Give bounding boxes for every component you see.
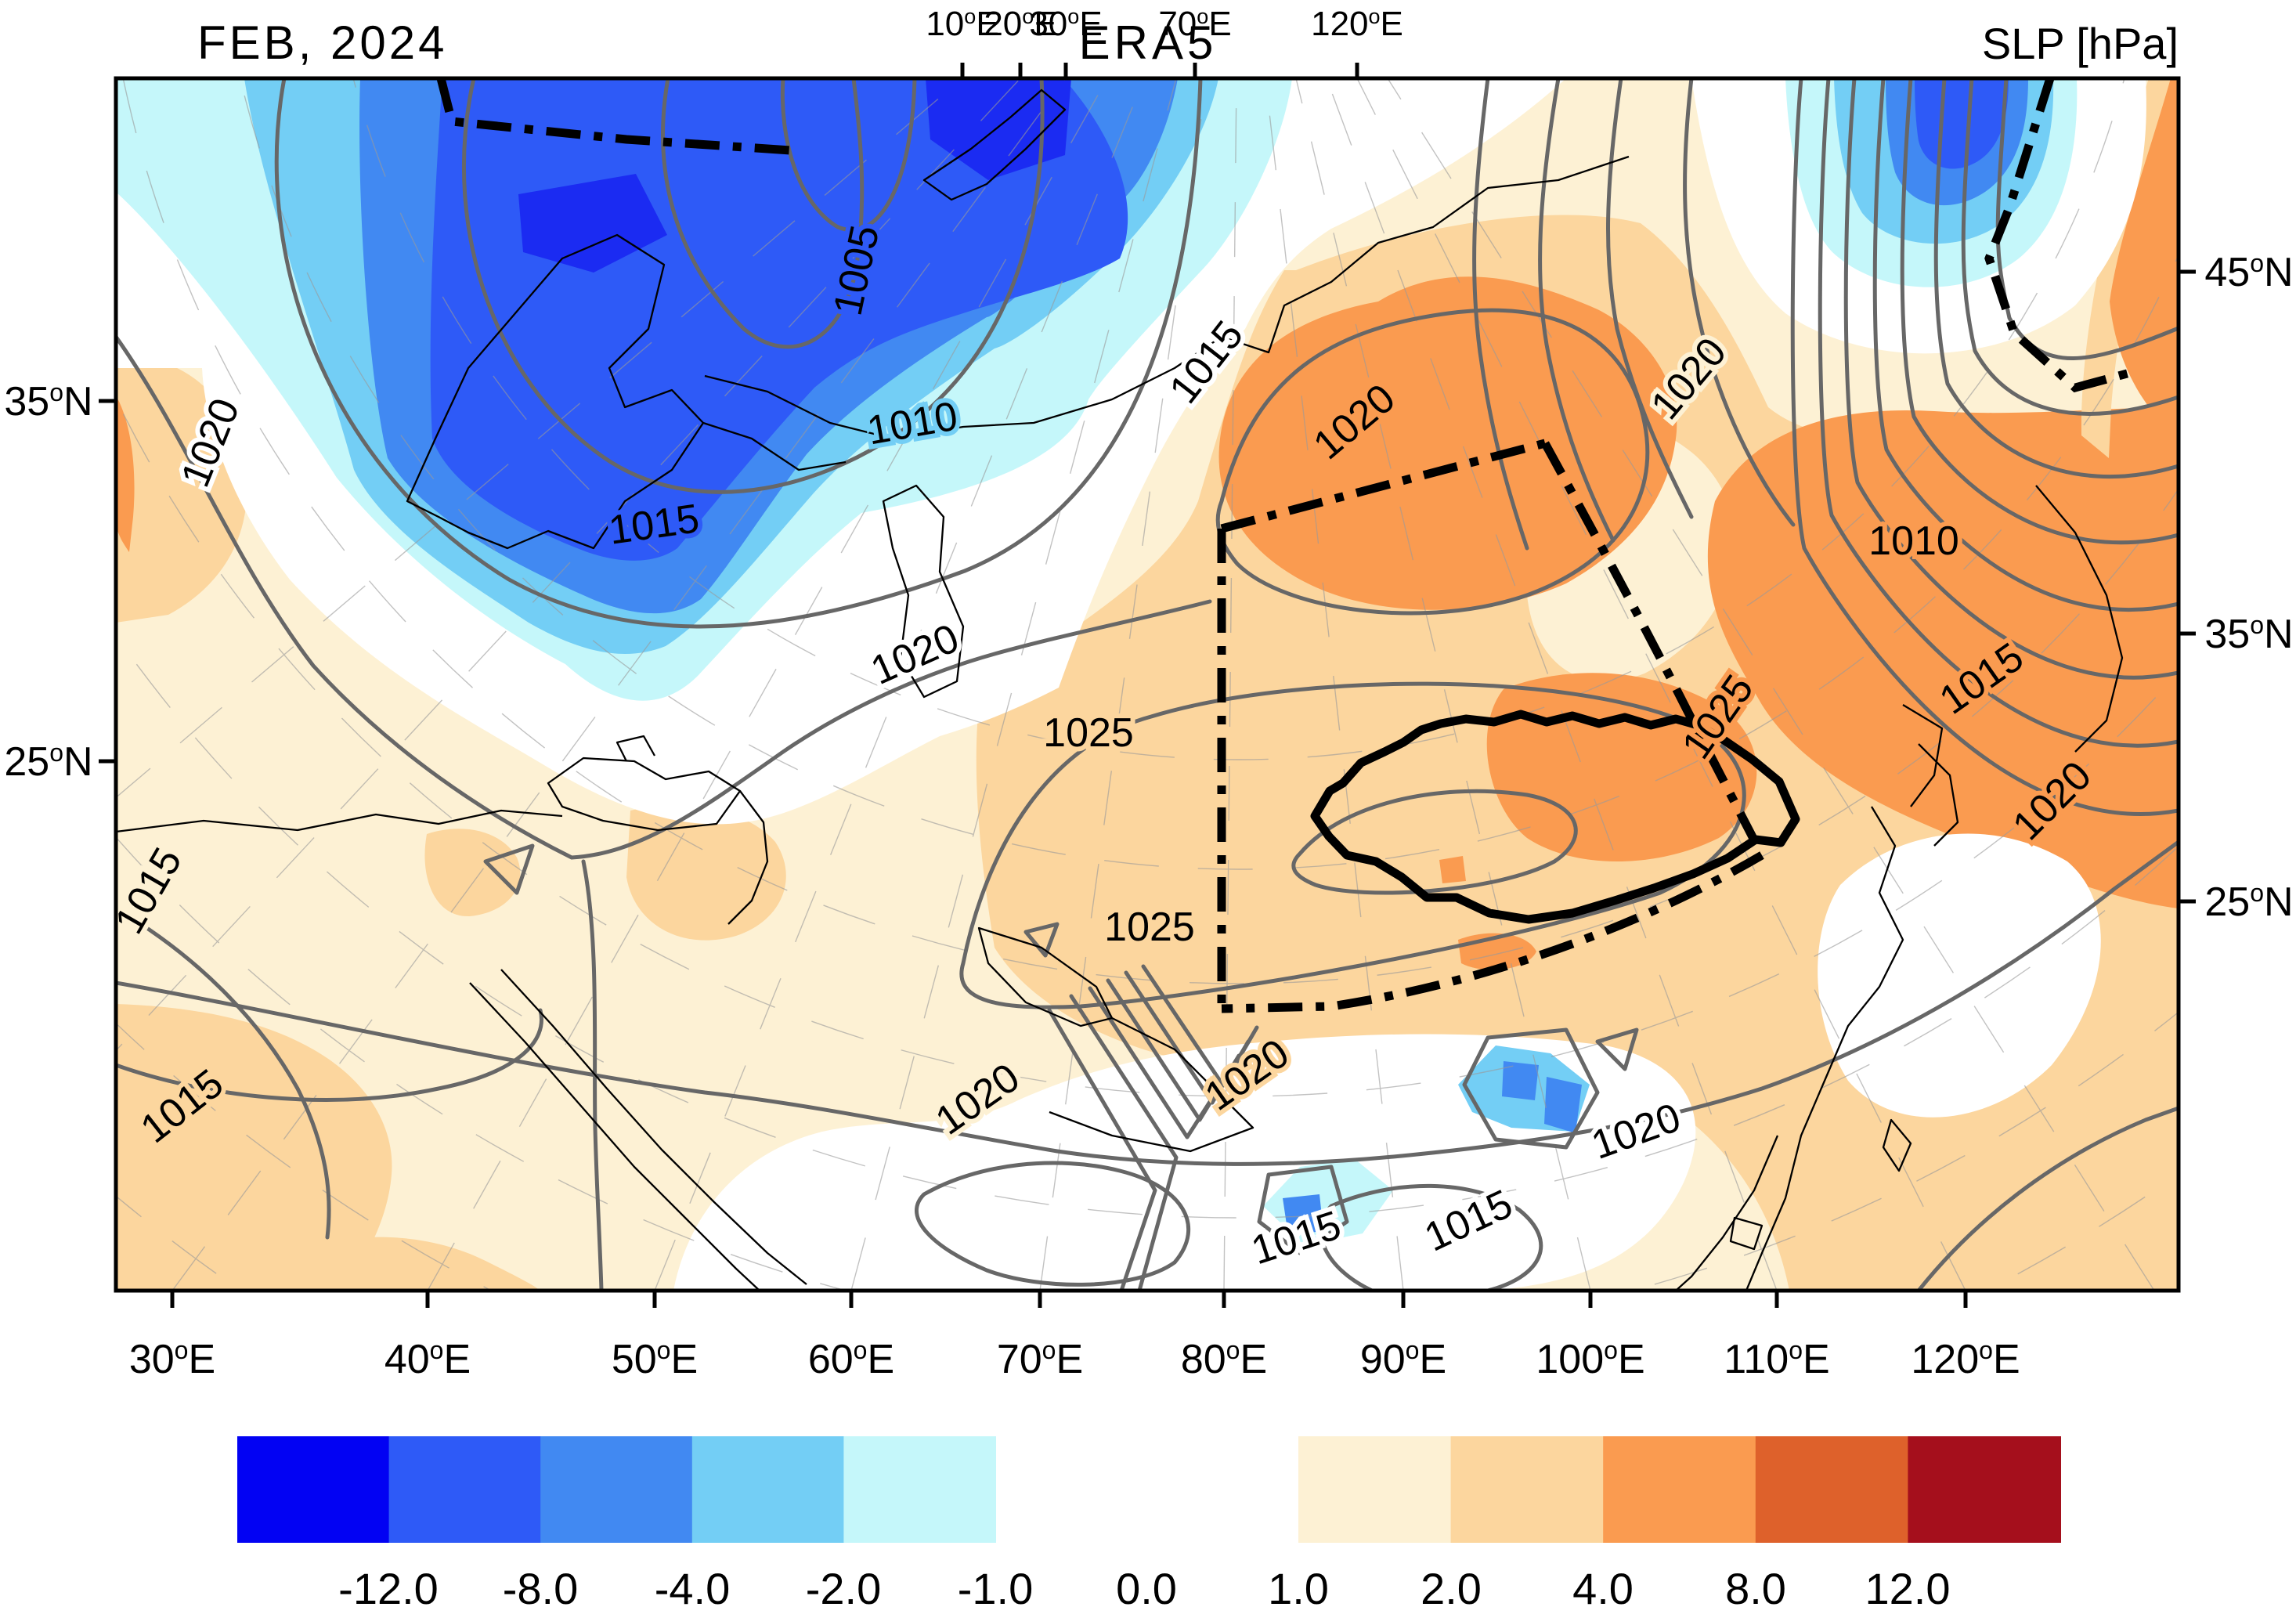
svg-text:2.0: 2.0: [1421, 1564, 1482, 1607]
svg-text:70oE: 70oE: [997, 1336, 1083, 1382]
svg-text:SLP [hPa]: SLP [hPa]: [1982, 19, 2179, 68]
svg-text:1.0: 1.0: [1268, 1564, 1329, 1607]
svg-text:1025: 1025: [1104, 905, 1195, 950]
svg-text:100oE: 100oE: [1536, 1336, 1644, 1382]
svg-text:-2.0: -2.0: [806, 1564, 882, 1607]
svg-text:4.0: 4.0: [1572, 1564, 1634, 1607]
svg-text:35oN: 35oN: [2204, 611, 2293, 657]
svg-text:8.0: 8.0: [1725, 1564, 1786, 1607]
svg-text:-12.0: -12.0: [338, 1564, 439, 1607]
svg-text:1010: 1010: [1868, 518, 1959, 564]
svg-text:50oE: 50oE: [612, 1336, 698, 1382]
svg-text:ERA5: ERA5: [1079, 16, 1218, 69]
svg-text:FEB, 2024: FEB, 2024: [197, 16, 448, 69]
svg-text:-1.0: -1.0: [958, 1564, 1034, 1607]
svg-text:35oN: 35oN: [4, 378, 92, 424]
svg-text:12.0: 12.0: [1865, 1564, 1951, 1607]
svg-text:-8.0: -8.0: [503, 1564, 579, 1607]
svg-text:60oE: 60oE: [808, 1336, 894, 1382]
svg-text:1025: 1025: [1043, 710, 1134, 756]
svg-text:110oE: 110oE: [1724, 1336, 1829, 1382]
svg-text:20oE: 20oE: [984, 5, 1056, 43]
svg-text:80oE: 80oE: [1181, 1336, 1267, 1382]
svg-text:45oN: 45oN: [2204, 249, 2293, 295]
svg-text:40oE: 40oE: [384, 1336, 471, 1382]
svg-text:90oE: 90oE: [1360, 1336, 1446, 1382]
svg-text:120oE: 120oE: [1311, 5, 1403, 43]
svg-text:25oN: 25oN: [4, 738, 92, 785]
svg-text:0.0: 0.0: [1116, 1564, 1177, 1607]
svg-text:70oE: 70oE: [1158, 5, 1231, 43]
svg-text:25oN: 25oN: [2204, 879, 2293, 925]
svg-text:30oE: 30oE: [129, 1336, 215, 1382]
svg-text:120oE: 120oE: [1911, 1336, 2020, 1382]
svg-text:30oE: 30oE: [1029, 5, 1102, 43]
svg-text:-4.0: -4.0: [655, 1564, 731, 1607]
svg-text:10oE: 10oE: [926, 5, 998, 43]
